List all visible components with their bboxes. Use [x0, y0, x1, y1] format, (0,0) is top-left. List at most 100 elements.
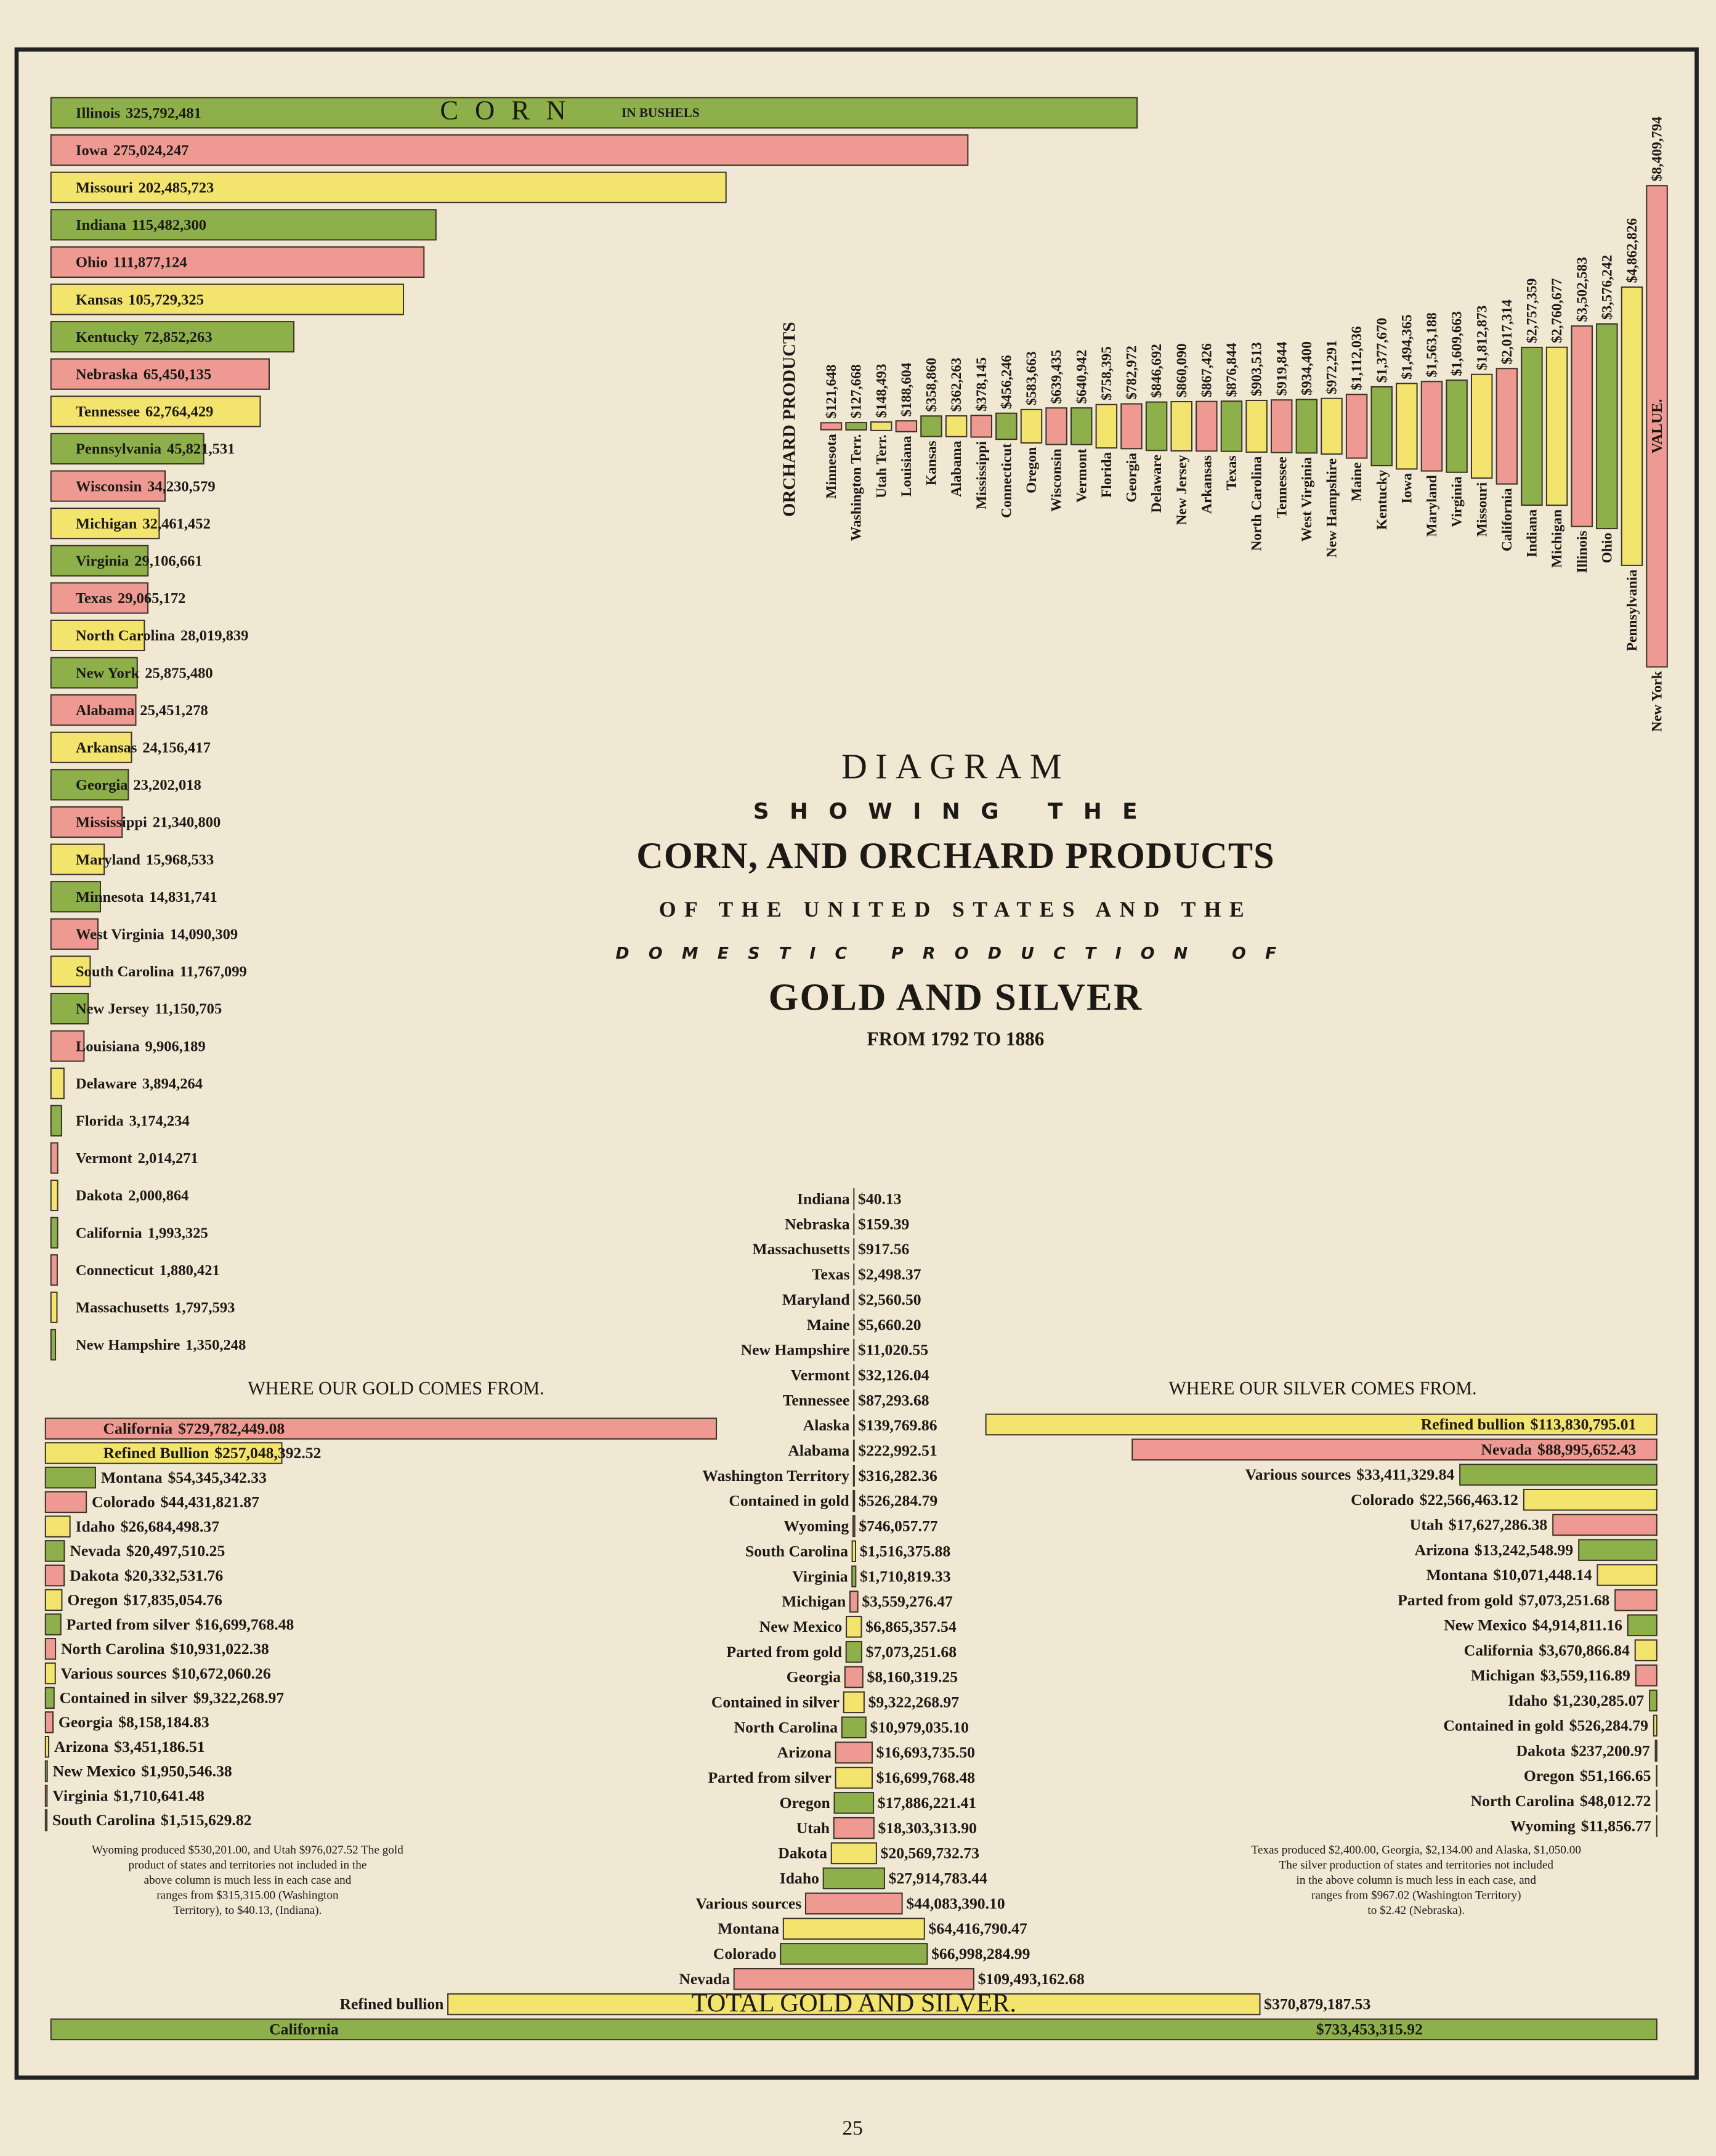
bar	[835, 1741, 873, 1764]
category-label: New Hampshire	[76, 1337, 180, 1353]
bar	[1446, 379, 1468, 473]
bar	[50, 881, 102, 913]
category-label: Utah Terr.	[873, 435, 889, 498]
diagram-title: DOMESTIC PRODUCTION OF	[615, 944, 1295, 963]
category-label: Refined bullion	[1421, 1416, 1525, 1433]
category-label: Michigan	[76, 516, 137, 532]
category-label: Maryland	[782, 1291, 850, 1308]
value-label: $640,942	[1074, 350, 1090, 404]
category-label: Oregon	[1524, 1767, 1574, 1785]
value-label: $860,090	[1174, 343, 1190, 397]
bar	[1345, 394, 1368, 459]
category-label: Virginia	[1449, 476, 1465, 527]
bar-label: Various sources $10,672,060.26	[61, 1664, 271, 1682]
value-label: $20,332,531.76	[124, 1566, 224, 1584]
bar-label: California 1,993,325	[76, 1225, 208, 1241]
bar	[1295, 399, 1318, 454]
chart-title: WHERE OUR SILVER COMES FROM.	[1168, 1378, 1476, 1399]
diagram-title: DIAGRAM	[841, 746, 1070, 786]
bar	[50, 806, 123, 838]
category-label: Nevada	[1481, 1440, 1532, 1458]
bar	[1470, 373, 1493, 479]
bar	[50, 1142, 59, 1174]
bar-label: Colorado $22,566,463.12	[1351, 1491, 1518, 1509]
value-label: 325,792,481	[126, 105, 201, 121]
bar	[833, 1792, 875, 1814]
note: in the above column is much less in each…	[1297, 1874, 1537, 1887]
bar	[50, 1329, 57, 1361]
bar	[1634, 1639, 1657, 1661]
value-label: $782,972	[1124, 346, 1140, 400]
value-label: $40.13	[858, 1190, 902, 1208]
category-label: Idaho	[76, 1517, 115, 1535]
category-label: Parted from gold	[1398, 1591, 1513, 1609]
bar	[44, 1735, 49, 1758]
bar-label: California $729,782,449.08	[103, 1419, 285, 1437]
value-label: 32,461,452	[142, 516, 210, 532]
bar-label: Virginia 29,106,661	[76, 553, 203, 569]
bar	[970, 415, 992, 438]
bar	[1045, 407, 1067, 445]
category-label: California	[1464, 1641, 1534, 1659]
category-label: Nevada	[70, 1542, 121, 1560]
category-label: Tennessee	[1274, 456, 1290, 517]
category-label: Alabama	[76, 702, 134, 719]
category-label: South Carolina	[745, 1542, 848, 1560]
category-label: Indiana	[1524, 509, 1540, 557]
bar	[1396, 383, 1418, 470]
category-label: Virginia	[792, 1567, 848, 1585]
bar	[50, 769, 129, 801]
value-label: $3,451,186.51	[114, 1738, 205, 1756]
category-label: Maryland	[1424, 475, 1440, 537]
bar-label: Nebraska 65,450,135	[76, 366, 211, 383]
category-label: Georgia	[787, 1668, 841, 1686]
value-label: 202,485,723	[139, 179, 214, 196]
category-label: Michigan	[782, 1592, 846, 1610]
category-label: North Carolina	[76, 627, 175, 644]
bar-label: New Hampshire 1,350,248	[76, 1337, 246, 1353]
value-label: 28,019,839	[180, 627, 248, 644]
category-label: Colorado	[713, 1945, 777, 1963]
category-label: Mississippi	[974, 441, 990, 509]
bar	[1420, 381, 1443, 472]
bar-label: Kansas 105,729,325	[76, 291, 204, 308]
value-label: $917.56	[858, 1240, 910, 1258]
value-label: $2,757,359	[1524, 278, 1540, 343]
category-label: Tennessee	[76, 403, 140, 420]
chart-title: ORCHARD PRODUCTS	[779, 322, 799, 517]
category-label: Alaska	[803, 1416, 850, 1434]
value-label: 9,906,189	[145, 1038, 206, 1055]
bar-label: Dakota $20,332,531.76	[70, 1566, 223, 1584]
value-label: $2,760,677	[1549, 278, 1565, 343]
value-label: 275,024,247	[113, 142, 189, 159]
bar	[1523, 1488, 1657, 1511]
bar-label: Idaho $1,230,285.07	[1508, 1692, 1645, 1709]
category-label: Kansas	[76, 291, 123, 308]
category-label: Maine	[1349, 462, 1365, 501]
bar	[1521, 346, 1543, 506]
bar-label: Indiana 115,482,300	[76, 217, 206, 233]
bar	[985, 1413, 1657, 1436]
bar	[1621, 286, 1643, 566]
category-label: North Carolina	[734, 1718, 838, 1736]
bar	[1653, 1714, 1657, 1737]
bar-label: California $3,670,866.84	[1464, 1641, 1630, 1659]
bar	[44, 1564, 65, 1587]
bar-label: Parted from silver $16,699,768.48	[67, 1615, 294, 1633]
category-label: Tennessee	[783, 1391, 850, 1409]
value-label: 15,968,533	[146, 851, 214, 868]
bar	[50, 395, 261, 428]
bar-label: Wyoming $11,856.77	[1510, 1817, 1651, 1834]
value-label: $27,914,783.44	[889, 1869, 988, 1887]
category-label: Vermont	[791, 1366, 850, 1384]
bar-label: Michigan $3,559,116.89	[1471, 1666, 1630, 1684]
value-label: $20,569,732.73	[881, 1844, 979, 1862]
value-label: $1,230,285.07	[1553, 1692, 1645, 1709]
bar	[50, 1179, 59, 1212]
note: Wyoming produced $530,201.00, and Utah $…	[92, 1844, 403, 1857]
value-label: 62,764,429	[145, 403, 213, 420]
bar	[44, 1466, 96, 1489]
value-label: $26,684,498.37	[121, 1517, 220, 1535]
bar	[44, 1662, 56, 1685]
bar	[1654, 1740, 1657, 1762]
